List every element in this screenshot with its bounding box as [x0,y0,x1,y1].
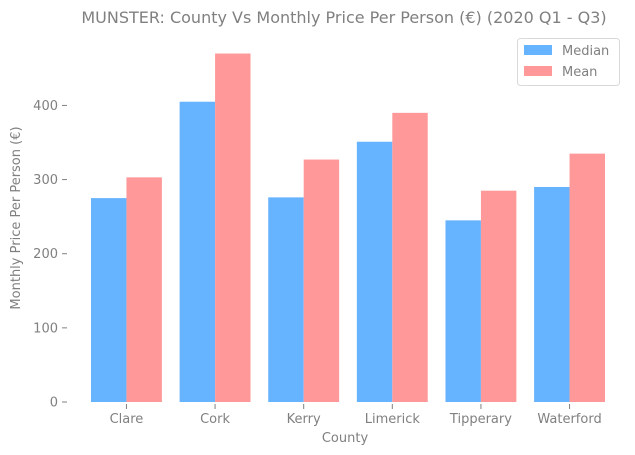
bar-median-waterford [534,186,570,402]
bar-mean-tipperary [480,190,517,402]
y-tick-label: 200 [33,247,58,262]
bar-median-limerick [356,141,393,402]
x-tick-label: Waterford [537,412,601,427]
bar-mean-cork [215,53,251,403]
legend-label-mean: Mean [562,65,597,80]
legend: Median Mean [517,38,620,86]
x-axis-label: County [322,431,369,446]
legend-swatch-mean [524,66,552,76]
bar-mean-limerick [392,112,428,403]
x-tick-label: Clare [110,412,144,427]
bar-median-clare [91,198,127,402]
bar-median-cork [179,101,216,403]
bar-mean-waterford [569,153,605,402]
x-tick-label: Limerick [365,412,421,427]
x-axis: Clare Cork Kerry Limerick Tipperary Waterford [110,404,602,427]
bar-median-kerry [268,197,304,402]
y-tick-label: 300 [33,173,58,188]
bar-mean-kerry [303,159,340,402]
bar-mean-clare [126,177,162,402]
x-tick-label: Cork [200,412,230,427]
bars-group [91,53,605,403]
bar-median-tipperary [445,220,481,402]
legend-swatch-median [524,45,552,55]
x-tick-label: Kerry [287,412,321,427]
chart-title: MUNSTER: County Vs Monthly Price Per Per… [81,8,606,27]
y-axis-label: Monthly Price Per Person (€) [9,126,24,309]
y-tick-label: 400 [33,99,58,114]
y-axis: 0 100 200 300 400 [33,99,67,411]
y-tick-label: 100 [33,321,58,336]
y-tick-label: 0 [50,396,58,411]
legend-label-median: Median [562,44,609,59]
x-tick-label: Tipperary [449,412,512,427]
